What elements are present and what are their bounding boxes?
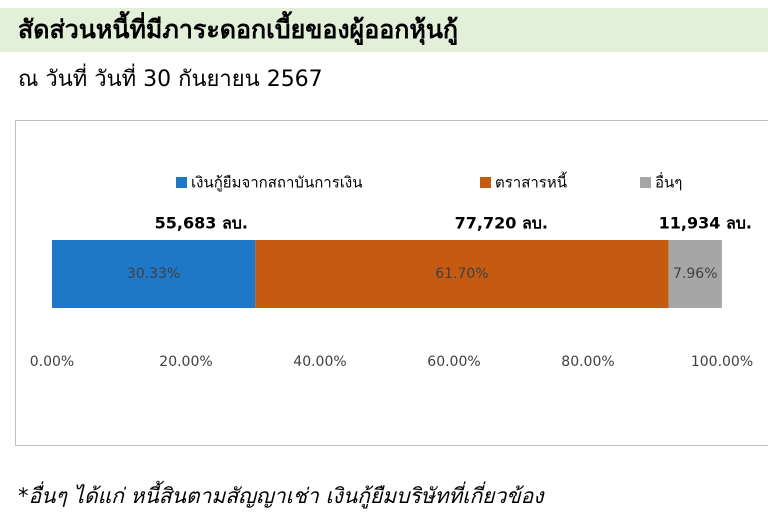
legend-label: อื่นๆ: [655, 172, 682, 192]
legend-swatch: [176, 177, 187, 188]
amount-label: 55,683 ลบ.: [155, 214, 248, 233]
x-tick-label: 80.00%: [561, 354, 614, 370]
value-label: 30.33%: [127, 266, 180, 282]
value-label: 7.96%: [673, 266, 717, 282]
amount-label: 11,934 ลบ.: [659, 214, 752, 233]
amount-label: 77,720 ลบ.: [455, 214, 548, 233]
x-tick-label: 20.00%: [159, 354, 212, 370]
footnote: *อื่นๆ ได้แก่ หนี้สินตามสัญญาเช่า เงินกู…: [18, 480, 545, 509]
x-tick-label: 40.00%: [293, 354, 346, 370]
legend-swatch: [480, 177, 491, 188]
x-tick-label: 100.00%: [691, 354, 753, 370]
x-tick-label: 0.00%: [30, 354, 74, 370]
legend-swatch: [640, 177, 651, 188]
legend-label: ตราสารหนี้: [495, 172, 567, 192]
chart-title: สัดส่วนหนี้ที่มีภาระดอกเบี้ยของผู้ออกหุ้…: [18, 10, 458, 46]
x-tick-label: 60.00%: [427, 354, 480, 370]
value-label: 61.70%: [435, 266, 488, 282]
legend-label: เงินกู้ยืมจากสถาบันการเงิน: [191, 174, 362, 192]
chart-subtitle: ณ วันที่ วันที่ 30 กันยายน 2567: [18, 63, 323, 92]
